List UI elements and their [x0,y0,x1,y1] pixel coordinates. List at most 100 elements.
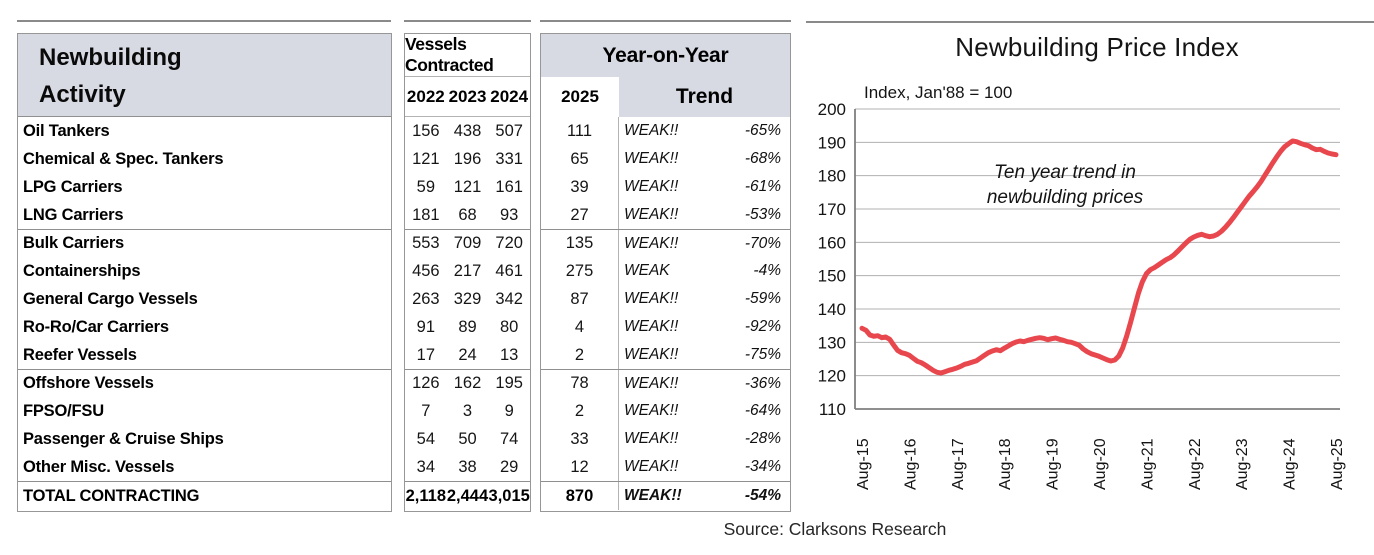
x-axis-tick-label: Aug-25 [1329,438,1346,490]
table-row: Ro-Ro/Car Carriers [23,317,169,336]
y-axis-tick-label: 170 [818,200,846,219]
value-2023: 89 [458,317,477,336]
x-axis-tick-label: Aug-22 [1187,438,1204,490]
trend-percent: -92% [744,318,781,335]
value-2025: 2 [541,397,619,425]
trend-column-headers: 2025 Trend [541,77,790,117]
value-2024: 720 [495,234,523,252]
table-row: 4 WEAK!! -92% [541,313,790,341]
table-title-line2: Activity [39,81,126,108]
top-rule-right [540,20,791,22]
value-2023: 38 [458,457,477,476]
trend-cell: WEAK!! -68% [619,145,790,173]
trend-cell: WEAK!! -53% [619,201,790,229]
value-2025: 39 [541,173,619,201]
trend-label: WEAK!! [624,346,679,363]
trend-percent: -61% [744,178,781,195]
chart-annotation-line1: Ten year trend in [994,162,1136,183]
newbuilding-activity-table: Newbuilding Activity Oil Tankers Chemical… [17,33,392,512]
value-2024: 9 [504,401,514,420]
table-row: Bulk Carriers [18,229,391,257]
trend-label: WEAK!! [624,234,679,252]
chart-annotation: Ten year trend in newbuilding prices [915,160,1215,210]
value-2024: 195 [495,374,523,392]
trend-percent: -4% [753,262,781,279]
value-2025: 65 [541,145,619,173]
trend-label: WEAK!! [624,206,679,223]
value-2024: 74 [499,429,519,448]
value-2023: 709 [453,234,482,252]
trend-cell: WEAK!! -28% [619,425,790,453]
year-header-2023: 2023 [448,86,487,106]
table-row: Containerships [23,261,141,280]
table-row: 17 24 13 [405,341,530,369]
value-2022: 181 [412,205,440,224]
table-row: 7 3 9 [405,397,530,425]
x-axis-tick-label: Aug-16 [902,438,919,490]
value-2022: 34 [416,457,435,476]
table-row: 65 WEAK!! -68% [541,145,790,173]
y-axis-tick-label: 110 [819,400,846,419]
trend-cell: WEAK!! -65% [619,117,790,145]
yoy-header: Year-on-Year [541,34,790,77]
value-2022: 59 [416,177,435,196]
trend-percent: -36% [744,374,781,392]
table-row: Passenger & Cruise Ships [23,429,224,448]
x-axis-tick-label: Aug-18 [997,438,1014,490]
x-axis-tick-label: Aug-19 [1045,438,1062,490]
value-2023: 438 [453,121,482,140]
table-row: 870 WEAK!! -54% [541,481,790,510]
trend-label: WEAK!! [624,290,679,307]
newbuilding-price-index-chart: Newbuilding Price Index Index, Jan'88 = … [800,24,1374,530]
trend-percent: -65% [744,122,781,139]
value-2023: 196 [453,149,482,168]
value-2025: 135 [541,230,619,257]
trend-percent: -64% [744,402,781,419]
table-row: Oil Tankers [23,121,110,140]
trend-label: WEAK!! [624,150,679,167]
value-2024: 342 [495,289,523,308]
table-row: 275 WEAK -4% [541,257,790,285]
trend-percent: -28% [744,430,781,447]
trend-cell: WEAK!! -61% [619,173,790,201]
vessels-contracted-rows: 156 438 507 121 196 331 59 121 161 181 68 93 553 709 7… [405,117,530,510]
table-row: 181 68 93 [405,201,530,229]
value-2024: 29 [499,457,519,476]
table-row: 121 196 331 [405,145,530,173]
value-2024: 80 [499,317,519,336]
table-row: LPG Carriers [23,177,123,196]
vessels-contracted-table: Vessels Contracted 2022 2023 2024 156 438… [404,33,531,512]
table-row: 2 WEAK!! -64% [541,397,790,425]
table-row: 78 WEAK!! -36% [541,369,790,397]
source-credit: Source: Clarksons Research [723,519,947,539]
value-2022: 7 [421,401,431,420]
value-2025: 4 [541,313,619,341]
trend-label: WEAK [624,262,670,279]
y-axis-tick-label: 160 [818,233,846,252]
trend-label: WEAK!! [624,122,679,139]
year-header-2025: 2025 [541,77,619,117]
table-row: 135 WEAK!! -70% [541,229,790,257]
x-axis-tick-label: Aug-21 [1139,438,1156,490]
y-axis-tick-label: 150 [818,267,846,286]
trend-percent: -34% [744,458,781,475]
value-2022: 156 [412,121,440,140]
trend-cell: WEAK!! -70% [619,230,790,257]
trend-cell: WEAK!! -64% [619,397,790,425]
trend-percent: -53% [744,206,781,223]
y-axis-tick-label: 180 [818,167,846,186]
price-index-line [859,138,1339,376]
value-2024: 93 [499,205,519,224]
vessels-contracted-header: Vessels Contracted [405,34,530,77]
trend-cell: WEAK -4% [619,257,790,285]
table-row: General Cargo Vessels [23,289,198,308]
y-axis-tick-label: 200 [818,100,846,119]
year-header-2024: 2024 [490,86,529,106]
table-row: Chemical & Spec. Tankers [23,149,224,168]
x-axis-tick-label: Aug-23 [1234,438,1251,490]
value-2023: 162 [453,374,482,392]
table-row: 59 121 161 [405,173,530,201]
value-2022: 2,118 [405,486,447,505]
table-row: 2,118 2,444 3,015 [405,481,530,510]
trend-label: WEAK!! [624,430,679,447]
